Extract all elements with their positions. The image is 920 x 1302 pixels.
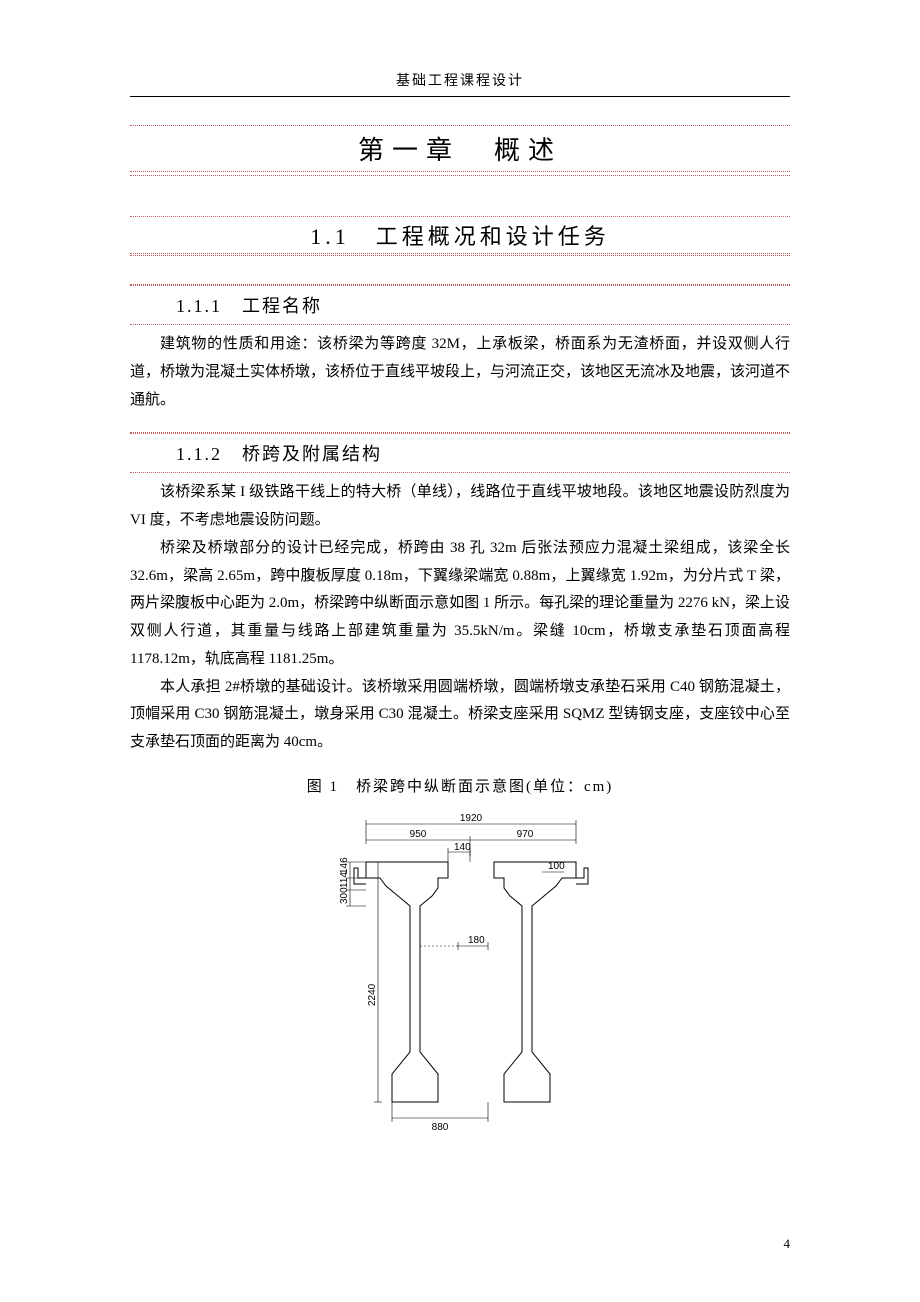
- dim-label: 950: [410, 829, 427, 840]
- dim-label: 2240: [367, 983, 378, 1006]
- dim-label: 140: [454, 842, 471, 853]
- dim-label: 970: [517, 829, 534, 840]
- dim-label: 180: [468, 935, 485, 946]
- figure-caption: 图 1 桥梁跨中纵断面示意图(单位：cm): [130, 775, 790, 796]
- subsection-1-title: 1.1.1 工程名称: [130, 285, 790, 325]
- paragraph: 该桥梁系某 I 级铁路干线上的特大桥（单线），线路位于直线平坡地段。该地区地震设…: [130, 479, 790, 535]
- dim-label: 100: [548, 861, 565, 872]
- section-title-wrap: 1.1 工程概况和设计任务: [130, 216, 790, 256]
- subsection-rule: 1.1.1 工程名称: [130, 284, 790, 325]
- dim-label: 1920: [460, 813, 483, 824]
- paragraph: 建筑物的性质和用途：该桥梁为等跨度 32M，上承板梁，桥面系为无渣桥面，并设双侧…: [130, 331, 790, 414]
- dim-label: 880: [432, 1122, 449, 1133]
- figure: 1920 950 970 140 100: [130, 806, 790, 1141]
- subsection-2-body: 该桥梁系某 I 级铁路干线上的特大桥（单线），线路位于直线平坡地段。该地区地震设…: [130, 479, 790, 757]
- dim-label: 300: [339, 887, 350, 904]
- subsection-2-title: 1.1.2 桥跨及附属结构: [130, 433, 790, 473]
- chapter-title-wrap: 第一章 概述: [130, 125, 790, 176]
- page-number: 4: [784, 1236, 791, 1252]
- chapter-title: 第一章 概述: [130, 125, 790, 172]
- subsection-1-body: 建筑物的性质和用途：该桥梁为等跨度 32M，上承板梁，桥面系为无渣桥面，并设双侧…: [130, 331, 790, 414]
- paragraph: 本人承担 2#桥墩的基础设计。该桥墩采用圆端桥墩，圆端桥墩支承垫石采用 C40 …: [130, 674, 790, 757]
- dim-label: 146: [339, 857, 350, 874]
- paragraph: 桥梁及桥墩部分的设计已经完成，桥跨由 38 孔 32m 后张法预应力混凝土梁组成…: [130, 535, 790, 674]
- beam-section-diagram: 1920 950 970 140 100: [320, 806, 600, 1136]
- section-title: 1.1 工程概况和设计任务: [130, 216, 790, 254]
- subsection-rule: 1.1.2 桥跨及附属结构: [130, 432, 790, 473]
- page-header: 基础工程课程设计: [130, 70, 790, 97]
